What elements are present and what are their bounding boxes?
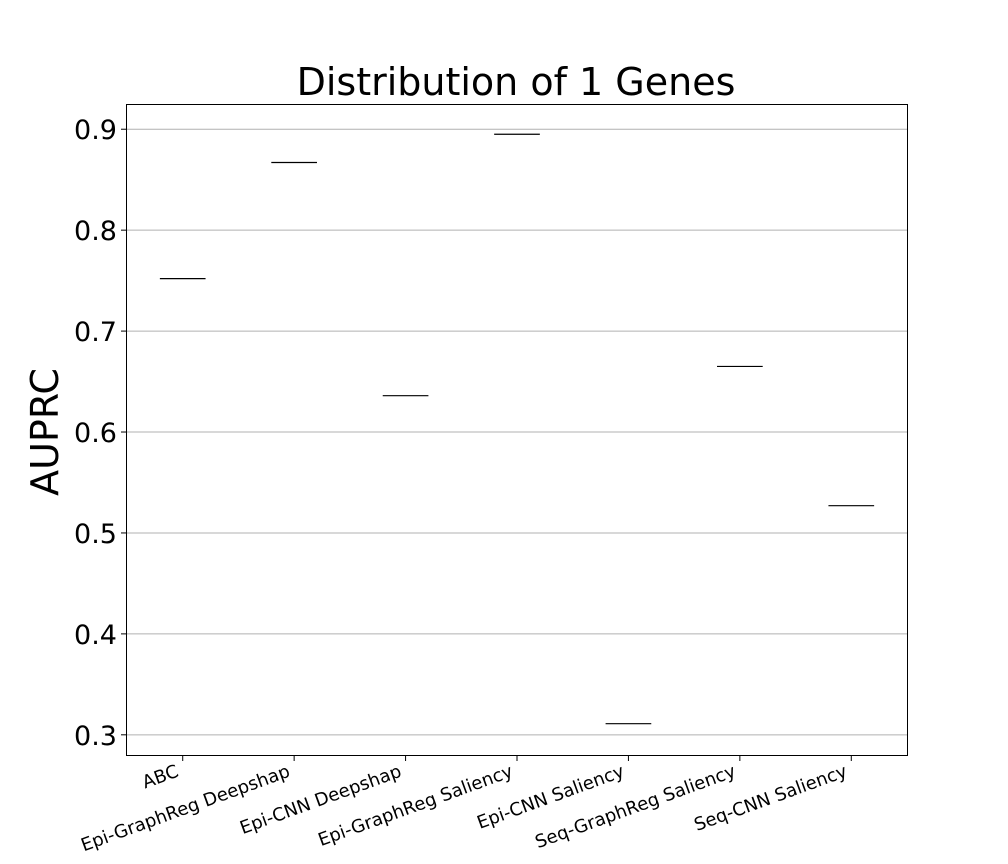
chart-title: Distribution of 1 Genes <box>297 60 736 104</box>
y-tick-label-5: 0.8 <box>74 216 117 247</box>
y-tick-label-0: 0.3 <box>74 721 117 752</box>
y-axis-label: AUPRC <box>23 368 67 496</box>
grid-lines <box>127 128 907 736</box>
y-tick-label-1: 0.4 <box>74 620 117 651</box>
y-axis-ticks: 0.3 0.4 0.5 0.6 0.7 0.8 0.9 <box>74 115 127 752</box>
y-tick-label-6: 0.9 <box>74 115 117 146</box>
plot-frame <box>126 104 908 756</box>
median-lines <box>159 133 875 725</box>
y-tick-label-4: 0.7 <box>74 317 117 348</box>
y-tick-label-3: 0.6 <box>74 418 117 449</box>
y-tick-label-2: 0.5 <box>74 519 117 550</box>
